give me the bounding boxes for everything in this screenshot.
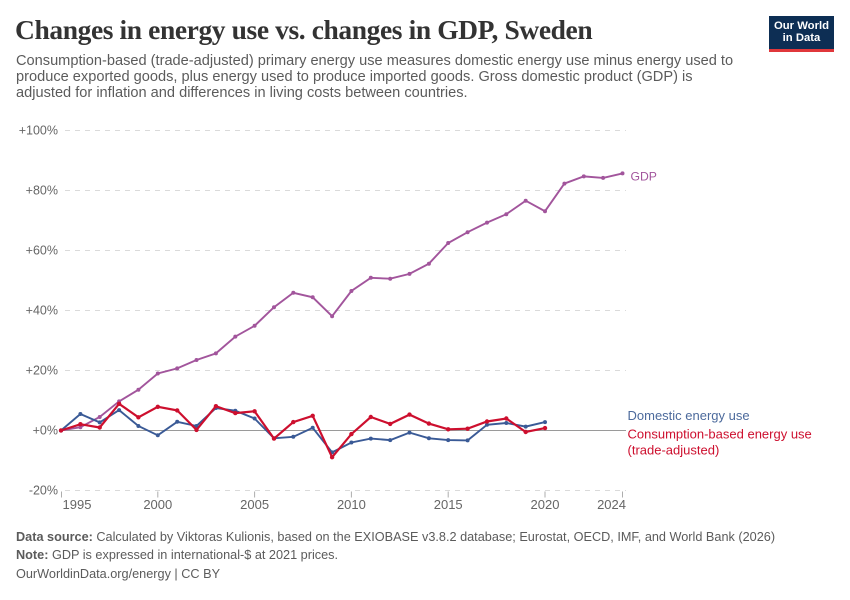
svg-text:+20%: +20% [26,364,58,378]
svg-text:GDP: GDP [631,170,657,184]
svg-text:2000: 2000 [143,497,172,512]
svg-text:2005: 2005 [240,497,269,512]
svg-text:-20%: -20% [29,484,58,498]
svg-text:1995: 1995 [63,497,92,512]
svg-text:+60%: +60% [26,244,58,258]
svg-text:+40%: +40% [26,304,58,318]
svg-text:2020: 2020 [531,497,560,512]
svg-text:Consumption-based energy use: Consumption-based energy use [628,427,812,442]
svg-text:2015: 2015 [434,497,463,512]
svg-text:+100%: +100% [19,124,58,138]
svg-text:Domestic energy use: Domestic energy use [628,408,750,423]
svg-text:2024: 2024 [597,497,626,512]
svg-text:+0%: +0% [33,424,58,438]
svg-text:2010: 2010 [337,497,366,512]
svg-text:+80%: +80% [26,184,58,198]
svg-text:(trade-adjusted): (trade-adjusted) [628,443,720,458]
